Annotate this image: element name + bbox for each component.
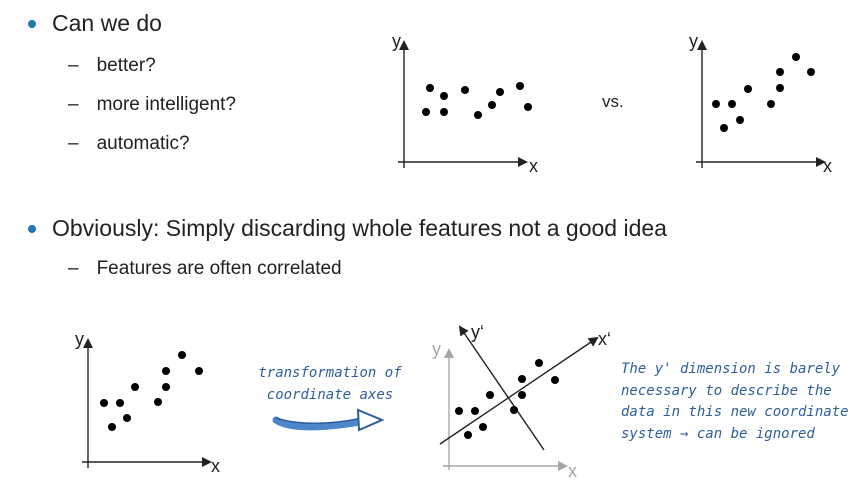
plot3-y-label: y	[75, 329, 84, 349]
scatter-point	[154, 398, 162, 406]
scatter-point	[792, 53, 800, 61]
note-line: data in this new coordinate	[621, 404, 849, 421]
bullet-text: Obviously: Simply discarding whole featu…	[52, 215, 667, 241]
dash-marker: –	[68, 55, 79, 76]
scatter-point	[474, 111, 482, 119]
scatter-point	[767, 100, 775, 108]
bullet-obviously: Obviously: Simply discarding whole featu…	[28, 217, 667, 240]
scatter-point	[162, 383, 170, 391]
scatter-point	[486, 391, 494, 399]
dash-marker: –	[68, 94, 79, 115]
plot4-x-prime-axis	[439, 336, 599, 445]
scatter-point	[162, 367, 170, 375]
scatter-point	[131, 383, 139, 391]
plot-correlated-top	[696, 40, 826, 168]
plot4-y-prime-axis	[458, 325, 545, 451]
scatter-point	[728, 100, 736, 108]
transform-label-line: coordinate axes	[266, 386, 394, 403]
sub-item-text: better?	[96, 55, 156, 76]
scatter-point	[195, 367, 203, 375]
scatter-point	[744, 85, 752, 93]
sub-item-text: automatic?	[96, 133, 190, 154]
plot2-y-label: y	[689, 31, 698, 51]
scatter-point	[455, 407, 463, 415]
scatter-point	[100, 399, 108, 407]
scatter-point	[720, 124, 728, 132]
scatter-point	[461, 86, 469, 94]
sub-item-more-intelligent: – more intelligent?	[68, 95, 236, 114]
scatter-point	[712, 100, 720, 108]
scatter-point	[123, 414, 131, 422]
transform-arrow	[272, 408, 385, 432]
scatter-point	[488, 101, 496, 109]
bullet-dot	[28, 224, 36, 233]
scatter-point	[464, 431, 472, 439]
scatter-point	[807, 68, 815, 76]
plot1-x-label: x	[529, 156, 538, 176]
scatter-point	[422, 108, 430, 116]
plot-uncorrelated	[398, 40, 532, 168]
sub-item-text: more intelligent?	[96, 94, 236, 115]
scatter-point	[116, 399, 124, 407]
dash-marker: –	[68, 258, 79, 279]
scatter-point	[426, 84, 434, 92]
scatter-point	[551, 376, 559, 384]
scatter-point	[518, 391, 526, 399]
plot4-y-prime-label: y‘	[471, 322, 484, 342]
note-line: necessary to describe the	[621, 382, 832, 399]
scatter-point	[776, 68, 784, 76]
plot1-y-label: y	[392, 31, 401, 51]
scatter-point	[496, 88, 504, 96]
scatter-point	[736, 116, 744, 124]
bullet-can-we-do: Can we do	[28, 12, 162, 35]
sub-item-features-correlated: – Features are often correlated	[68, 259, 342, 278]
plot-rotated-axes	[439, 325, 599, 471]
scatter-point	[535, 359, 543, 367]
scatter-point	[776, 84, 784, 92]
bullet-text: Can we do	[52, 10, 162, 36]
scatter-point	[440, 92, 448, 100]
scatter-point	[524, 103, 532, 111]
scatter-point	[518, 375, 526, 383]
sub-item-automatic: – automatic?	[68, 134, 190, 153]
transform-label: transformation of coordinate axes	[252, 363, 408, 406]
transform-label-line: transformation of	[258, 365, 402, 381]
plot2-x-label: x	[823, 156, 832, 176]
sub-item-better: – better?	[68, 56, 156, 75]
bullet-dot	[28, 19, 36, 28]
plot-correlated-bottom	[82, 338, 212, 468]
scatter-point	[479, 423, 487, 431]
plot4-x-label-faded: x	[568, 461, 577, 481]
scatter-point	[516, 82, 524, 90]
plot4-x-prime-label: x‘	[598, 329, 611, 349]
sub-item-text: Features are often correlated	[96, 258, 342, 279]
y-prime-note: The y' dimension is barely necessary to …	[621, 359, 849, 446]
plot3-x-label: x	[211, 456, 220, 476]
scatter-point	[108, 423, 116, 431]
scatter-point	[178, 351, 186, 359]
vs-label: vs.	[602, 92, 624, 111]
scatter-point	[440, 108, 448, 116]
plot4-y-label-faded: y	[432, 339, 441, 359]
note-line: system → can be ignored	[621, 426, 815, 443]
dash-marker: –	[68, 133, 79, 154]
scatter-point	[510, 406, 518, 414]
scatter-point	[471, 407, 479, 415]
note-line: The y' dimension is barely	[621, 361, 841, 377]
